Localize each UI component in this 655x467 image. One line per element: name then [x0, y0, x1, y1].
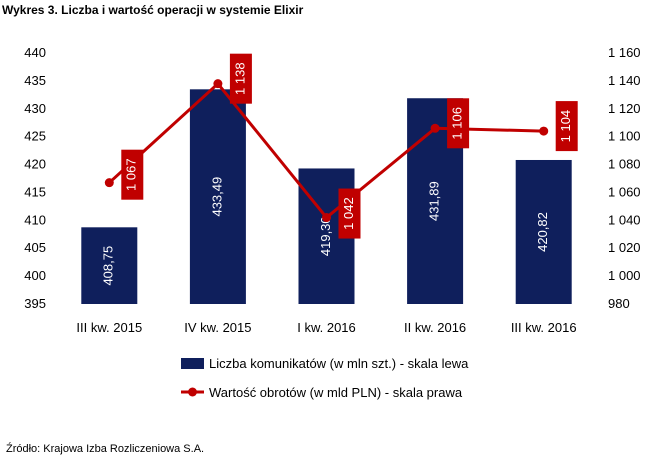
bar: [515, 159, 572, 304]
left-tick-label: 400: [24, 268, 46, 283]
source-note: Źródło: Krajowa Izba Rozliczeniowa S.A.: [6, 443, 205, 455]
right-tick-label: 1 160: [608, 45, 641, 60]
chart-title: Wykres 3. Liczba i wartość operacji w sy…: [2, 3, 304, 17]
right-tick-label: 980: [608, 296, 630, 311]
right-tick-label: 1 060: [608, 184, 641, 199]
line-label-box: [555, 101, 578, 152]
bar-value-label: 419,30: [318, 216, 333, 256]
line-series: 1 067 1 138 1 042 1 106 1 104: [104, 53, 578, 239]
right-tick-label: 1 140: [608, 73, 641, 88]
left-tick-label: 420: [24, 157, 46, 172]
bar-value-label: 431,89: [427, 181, 442, 221]
bar-value-label: 408,75: [101, 246, 116, 286]
category-label: III kw. 2015: [76, 320, 142, 335]
bar: [81, 227, 138, 304]
category-axis: III kw. 2015 IV kw. 2015 I kw. 2016 II kw. …: [76, 320, 576, 335]
line-point: [430, 123, 440, 133]
line-point: [213, 79, 223, 89]
line-value-label: 1 067: [124, 158, 139, 191]
bar-value-label: 433,49: [209, 177, 224, 217]
legend: Liczba komunikatów (w mln szt.) - skala …: [181, 356, 469, 400]
right-axis: 980 1 000 1 020 1 040 1 060 1 080 1 100 1 120 1 …: [608, 45, 641, 311]
line-value-label: 1 042: [341, 197, 356, 230]
left-tick-label: 410: [24, 212, 46, 227]
left-tick-label: 395: [24, 296, 46, 311]
line-value-label: 1 138: [232, 62, 247, 95]
left-tick-label: 435: [24, 73, 46, 88]
left-tick-label: 405: [24, 240, 46, 255]
legend-line-marker: [188, 387, 197, 397]
left-tick-label: 425: [24, 129, 46, 144]
line-label-box: [121, 149, 144, 200]
right-tick-label: 1 100: [608, 129, 641, 144]
line-label-box: [447, 98, 470, 149]
legend-line-label: Wartość obrotów (w mld PLN) - skala praw…: [209, 385, 463, 400]
category-label: IV kw. 2015: [184, 320, 251, 335]
category-label: III kw. 2016: [511, 320, 577, 335]
left-tick-label: 430: [24, 101, 46, 116]
left-axis: 395 400 405 410 415 420 425 430 435 440: [24, 45, 46, 311]
line-point: [322, 213, 331, 223]
line-point: [539, 126, 549, 136]
bar-series: 408,75 433,49 419,30 431,89 420,82: [81, 89, 572, 304]
category-label: I kw. 2016: [297, 320, 356, 335]
right-tick-label: 1 020: [608, 240, 641, 255]
right-tick-label: 1 000: [608, 268, 641, 283]
line-value-label: 1 104: [558, 110, 573, 143]
left-tick-label: 415: [24, 184, 46, 199]
left-tick-label: 440: [24, 45, 46, 60]
line-value-label: 1 106: [450, 107, 465, 140]
right-tick-label: 1 080: [608, 157, 641, 172]
line-label-box: [338, 188, 361, 239]
category-label: II kw. 2016: [404, 320, 466, 335]
line-label-box: [229, 53, 252, 104]
right-tick-label: 1 040: [608, 212, 641, 227]
legend-bar-label: Liczba komunikatów (w mln szt.) - skala …: [209, 356, 469, 371]
bar: [189, 89, 246, 304]
chart: 395 400 405 410 415 420 425 430 435 440 980 1 000 1…: [24, 45, 641, 400]
right-tick-label: 1 120: [608, 101, 641, 116]
bar-value-label: 420,82: [535, 212, 550, 252]
line-point: [104, 178, 114, 188]
legend-bar-swatch: [181, 358, 204, 369]
